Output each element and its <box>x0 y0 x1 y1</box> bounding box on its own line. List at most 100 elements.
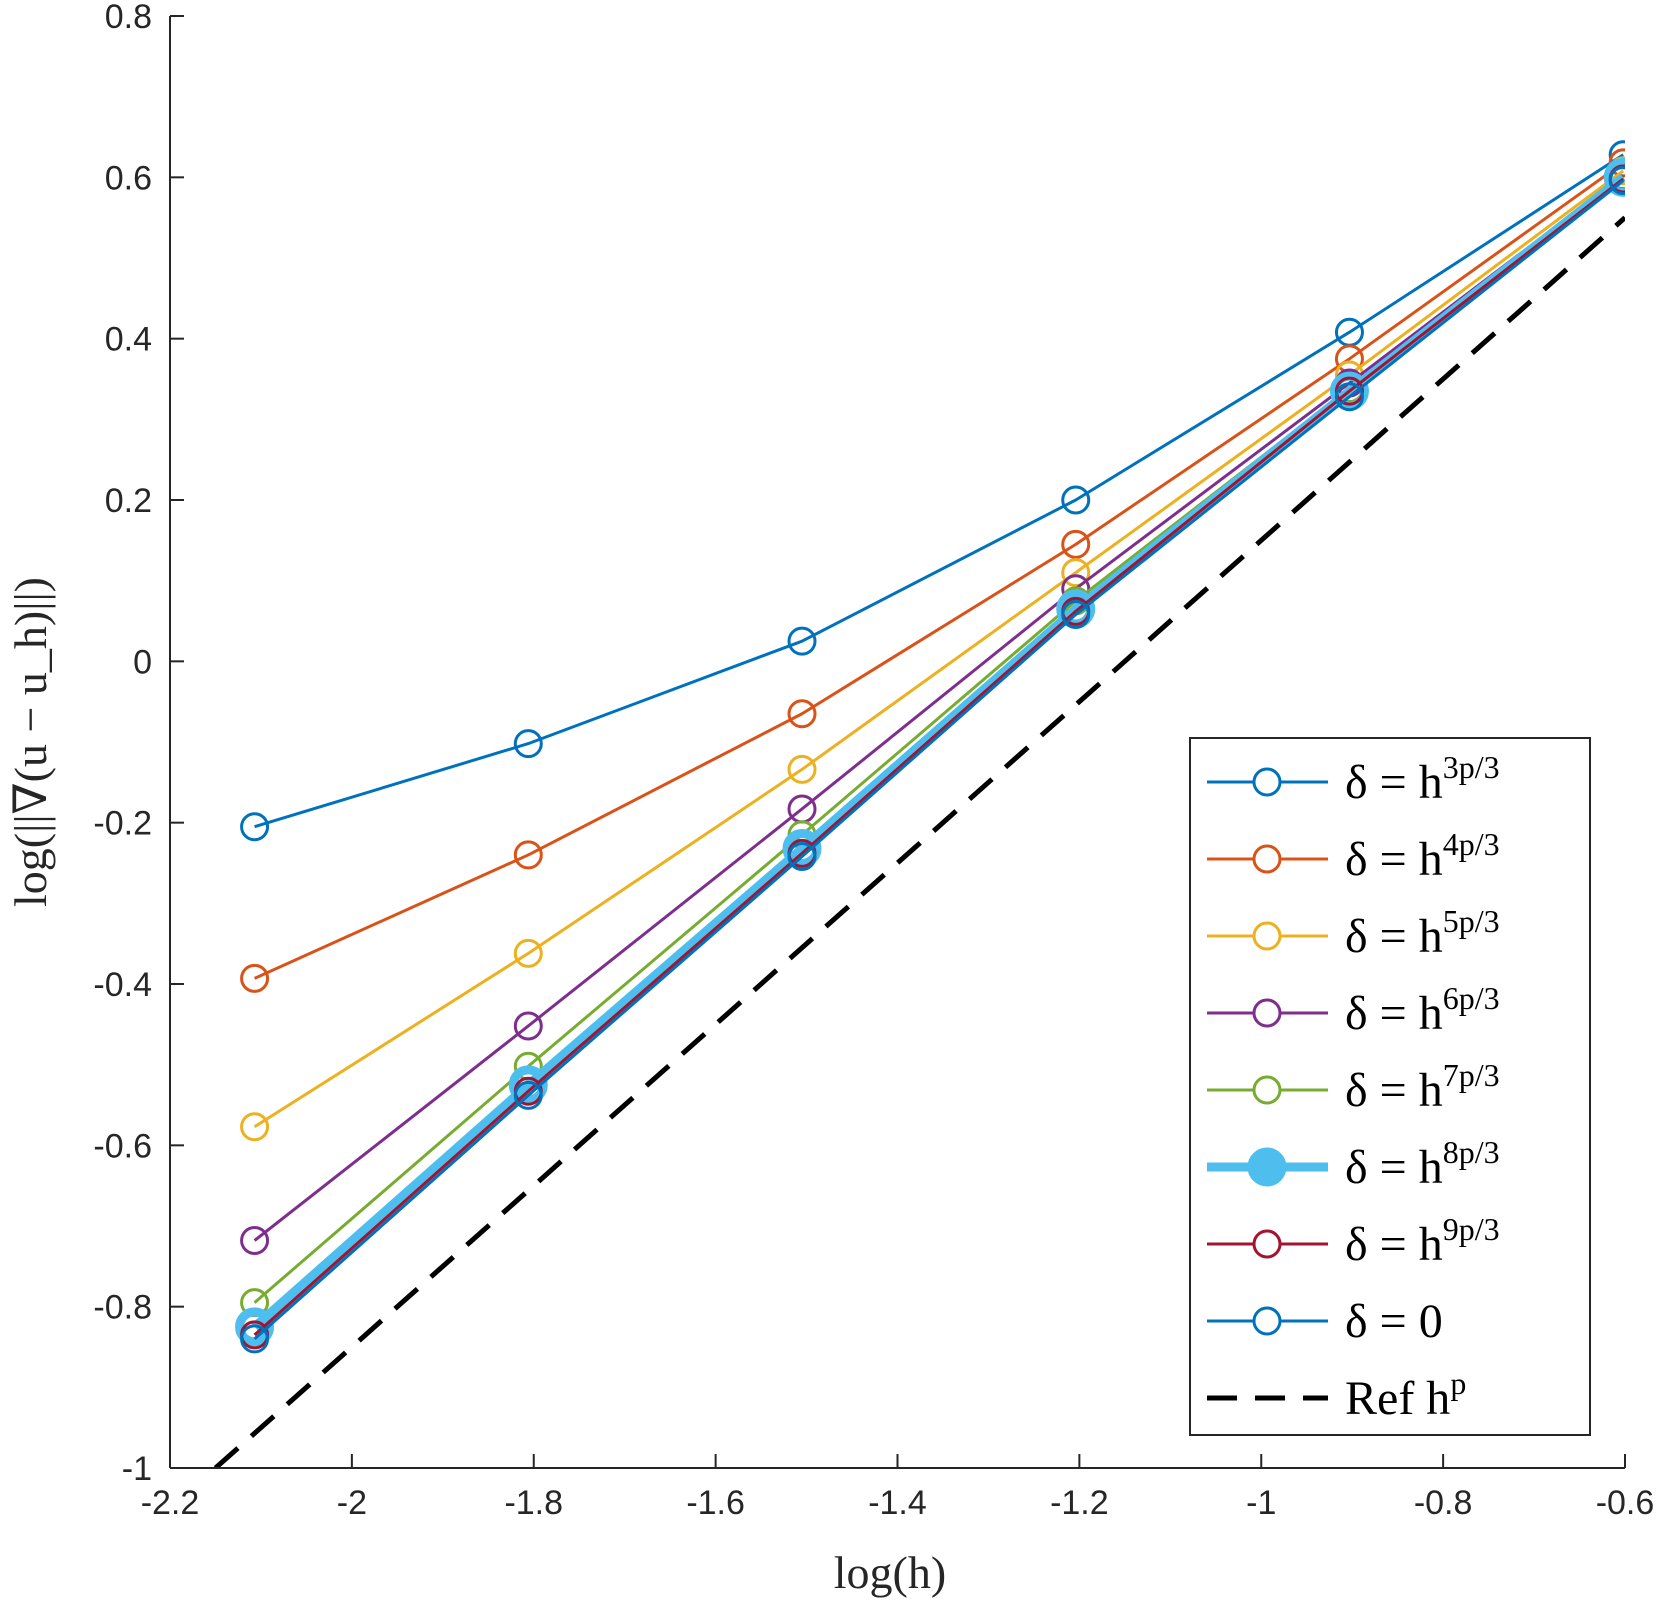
legend-label-exponent: 6p/3 <box>1443 980 1500 1016</box>
legend-entry-4: δ = h6p/3 <box>1207 980 1500 1040</box>
series-3 <box>240 156 1625 1142</box>
legend-label-exponent: 7p/3 <box>1443 1057 1500 1093</box>
data-point <box>1061 529 1091 559</box>
legend-label: δ = h5p/3 <box>1345 903 1500 963</box>
y-tick-label: 0.4 <box>105 321 152 359</box>
legend-label-base: δ = h <box>1345 1064 1443 1117</box>
legend-marker <box>1247 1147 1287 1187</box>
series-line <box>254 153 1624 829</box>
data-point <box>787 626 817 656</box>
legend-entry-8: δ = 0 <box>1207 1295 1443 1348</box>
data-point <box>240 963 270 993</box>
legend-label: Ref hp <box>1345 1365 1466 1425</box>
series-line <box>253 169 1625 1129</box>
data-point <box>782 828 822 868</box>
legend-label: δ = h8p/3 <box>1345 1134 1500 1194</box>
legend-label-exponent: 9p/3 <box>1443 1211 1500 1247</box>
legend-label-exponent: 5p/3 <box>1443 903 1500 939</box>
x-tick-label: -1.2 <box>1050 1484 1109 1522</box>
series-line <box>253 179 1625 1341</box>
data-point <box>513 729 543 759</box>
y-tick-label: -0.4 <box>93 966 152 1004</box>
data-point <box>513 1080 543 1110</box>
data-point <box>240 812 270 842</box>
y-axis-title: log(||∇(u − u_h)||) <box>5 577 56 907</box>
y-tick-label: -0.6 <box>93 1127 152 1165</box>
data-point <box>240 1112 270 1142</box>
data-point <box>787 699 817 729</box>
series-line <box>253 161 1625 980</box>
y-tick-label: -1 <box>122 1450 152 1488</box>
y-tick-label: -0.2 <box>93 805 152 843</box>
legend-label: δ = h7p/3 <box>1345 1057 1500 1117</box>
legend-entry-9: Ref hp <box>1207 1365 1466 1425</box>
data-point <box>787 754 817 784</box>
legend-label-exponent: 3p/3 <box>1443 749 1500 785</box>
y-tick-label: 0.6 <box>105 159 152 197</box>
legend-entry-2: δ = h4p/3 <box>1207 826 1500 886</box>
x-tick-label: -1 <box>1246 1484 1276 1522</box>
data-point <box>1334 382 1364 412</box>
data-point <box>1061 558 1091 588</box>
legend-marker <box>1252 767 1282 797</box>
data-point <box>240 1324 270 1354</box>
data-point <box>787 842 817 872</box>
x-tick-label: -0.8 <box>1414 1484 1473 1522</box>
legend-entry-5: δ = h7p/3 <box>1207 1057 1500 1117</box>
y-tick-label: 0.2 <box>105 482 152 520</box>
legend-marker <box>1252 921 1282 951</box>
series-line <box>253 177 1625 1337</box>
legend-entry-1: δ = h3p/3 <box>1207 749 1500 809</box>
legend-label-base: δ = h <box>1345 987 1443 1040</box>
data-point <box>513 938 543 968</box>
series-line <box>253 174 1625 1242</box>
legend-marker <box>1252 1229 1282 1259</box>
legend-label-base: δ = h <box>1345 1141 1443 1194</box>
legend-label: δ = h3p/3 <box>1345 749 1500 809</box>
legend-label: δ = 0 <box>1345 1295 1443 1348</box>
x-tick-label: -0.6 <box>1596 1484 1655 1522</box>
legend-entry-3: δ = h5p/3 <box>1207 903 1500 963</box>
y-tick-label: -0.8 <box>93 1289 152 1327</box>
series-8 <box>240 166 1625 1354</box>
legend-label-exponent: 8p/3 <box>1443 1134 1500 1170</box>
data-point <box>513 840 543 870</box>
legend-label-base: δ = 0 <box>1345 1295 1443 1348</box>
x-axis-title: log(h) <box>834 1547 946 1598</box>
x-tick-label: -1.8 <box>504 1484 563 1522</box>
x-tick-label: -2.2 <box>141 1484 200 1522</box>
legend-marker <box>1252 844 1282 874</box>
legend-label: δ = h9p/3 <box>1345 1211 1500 1271</box>
legend-marker <box>1252 998 1282 1028</box>
legend-label-base: δ = h <box>1345 756 1443 809</box>
legend-marker <box>1252 1075 1282 1105</box>
y-tick-label: 0 <box>133 643 152 681</box>
data-point <box>240 1226 270 1256</box>
legend-label-base: δ = h <box>1345 833 1443 886</box>
legend-label-base: Ref h <box>1345 1372 1450 1425</box>
data-point <box>508 1065 548 1105</box>
series-layer <box>213 140 1625 1468</box>
legend-marker <box>1252 1306 1282 1336</box>
legend-label: δ = h4p/3 <box>1345 826 1500 886</box>
legend-label-exponent: 4p/3 <box>1443 826 1500 862</box>
x-tick-label: -1.6 <box>686 1484 745 1522</box>
legend-label-base: δ = h <box>1345 910 1443 963</box>
legend-entry-6: δ = h8p/3 <box>1207 1134 1500 1194</box>
data-point <box>1329 371 1369 411</box>
legend-entry-7: δ = h9p/3 <box>1207 1211 1500 1271</box>
data-point <box>513 1011 543 1041</box>
legend-label-base: δ = h <box>1345 1218 1443 1271</box>
legend: δ = h3p/3δ = h4p/3δ = h5p/3δ = h6p/3δ = … <box>1189 737 1591 1436</box>
x-tick-label: -2 <box>337 1484 367 1522</box>
axes: -2.2 -2 -1.8 -1.6 -1.4 -1.2 -1 -0.8 -0.6 -1 -0.8 -0… <box>93 0 1654 1522</box>
x-tick-label: -1.4 <box>868 1484 927 1522</box>
data-point <box>1061 485 1091 515</box>
reference-line <box>213 215 1625 1468</box>
legend-label: δ = h6p/3 <box>1345 980 1500 1040</box>
legend-label-exponent: p <box>1450 1365 1466 1401</box>
data-point <box>1061 600 1091 630</box>
data-point <box>1608 166 1625 196</box>
y-tick-label: 0.8 <box>105 0 152 36</box>
